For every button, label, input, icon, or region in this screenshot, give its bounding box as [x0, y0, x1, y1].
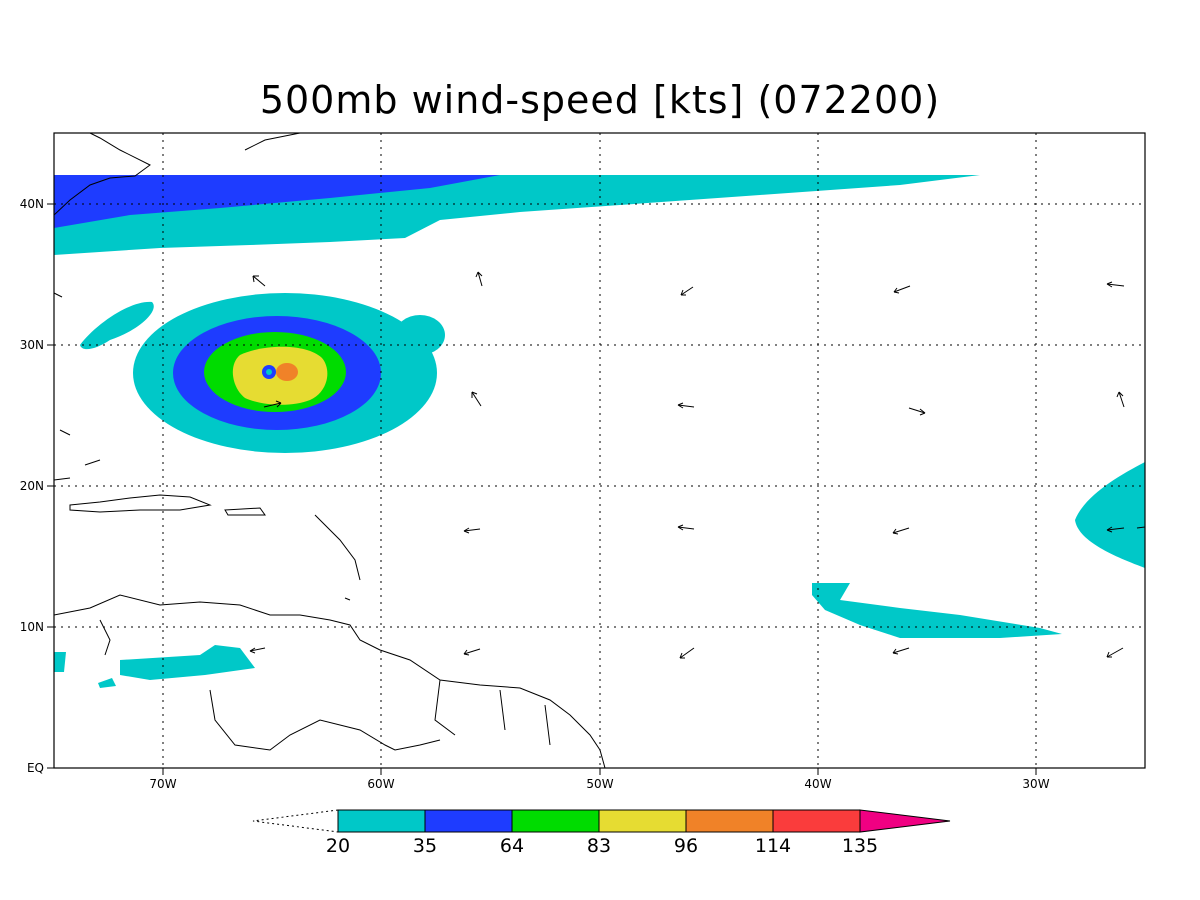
- colorbar-label: 135: [842, 835, 878, 857]
- coast-puerto-rico: [224, 507, 266, 516]
- lon-ticks: [162, 768, 1037, 775]
- cyan-blob-east: [1075, 462, 1145, 568]
- colorbar-swatch: [598, 809, 687, 833]
- lat-label: 20N: [20, 479, 44, 493]
- colorbar-label: 35: [413, 835, 437, 857]
- hurricane-eye-center: [266, 369, 272, 375]
- lat-label: EQ: [27, 761, 44, 775]
- lon-label: 60W: [367, 777, 394, 791]
- coast-south-america: [54, 594, 606, 768]
- coast-hispaniola: [69, 494, 212, 513]
- cyan-blob-edge: [54, 652, 66, 672]
- lon-label: 50W: [586, 777, 613, 791]
- lat-label: 30N: [20, 338, 44, 352]
- coast-northeast-us: [54, 133, 151, 216]
- hurricane-orange-core: [276, 363, 298, 381]
- colorbar-label: 114: [755, 835, 791, 857]
- lon-label: 40W: [804, 777, 831, 791]
- coast-cuba-bahamas: [54, 429, 101, 481]
- colorbar-swatch: [511, 809, 600, 833]
- coast-venezuela-interior: [99, 619, 441, 751]
- hurricane-cyan-lobe: [395, 315, 445, 355]
- colorbar-swatch: [424, 809, 513, 833]
- border-guianas: [434, 679, 551, 746]
- lat-label: 10N: [20, 620, 44, 634]
- colorbar-label: 64: [500, 835, 524, 857]
- colorbar-label: 83: [587, 835, 611, 857]
- shaded-wind-areas: [54, 175, 1145, 688]
- lat-label: 40N: [20, 197, 44, 211]
- lon-label: 30W: [1022, 777, 1049, 791]
- coast-nova-scotia: [244, 133, 301, 151]
- colorbar-label: 20: [326, 835, 350, 857]
- lon-labels: 70W 60W 50W 40W 30W: [149, 777, 1049, 791]
- cyan-streak-southeast: [812, 583, 1062, 638]
- colorbar-left-extension: [252, 809, 339, 833]
- colorbar-swatch: [685, 809, 774, 833]
- colorbar-right-extension: [859, 809, 951, 833]
- colorbar: 20 35 64 83 96 114 135: [252, 809, 951, 857]
- wind-vectors: [53, 271, 1146, 659]
- lat-labels: 40N 30N 20N 10N EQ: [20, 197, 44, 775]
- cyan-blob-south: [120, 645, 255, 680]
- colorbar-label: 96: [674, 835, 698, 857]
- jet-blue-band: [54, 175, 500, 228]
- colorbar-swatch: [772, 809, 861, 833]
- cyan-blob-small: [98, 678, 116, 688]
- cyan-blob-west: [80, 301, 154, 350]
- lat-ticks: [47, 203, 54, 769]
- map-title: 500mb wind-speed [kts] (072200): [259, 78, 941, 122]
- lon-label: 70W: [149, 777, 176, 791]
- graticule: [54, 133, 1145, 768]
- coastlines: [54, 133, 606, 768]
- coast-lesser-antilles: [314, 514, 361, 601]
- colorbar-swatch: [337, 809, 426, 833]
